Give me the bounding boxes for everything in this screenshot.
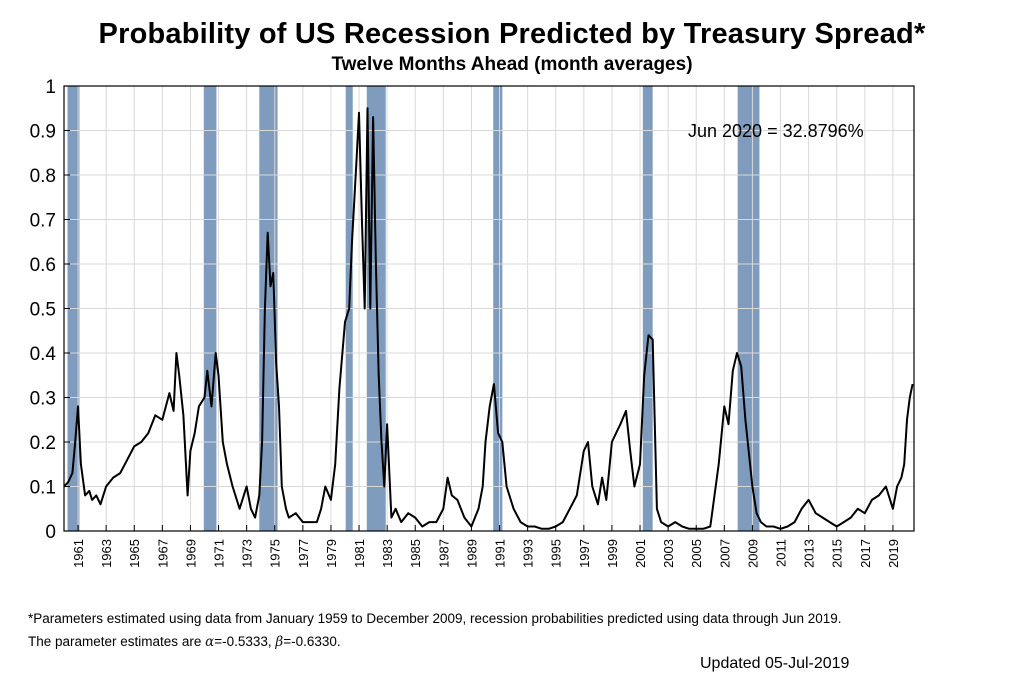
alpha-symbol: α xyxy=(205,634,215,650)
x-tick-label: 1965 xyxy=(127,539,142,568)
y-tick-label: 0.3 xyxy=(30,389,56,410)
y-axis: 0 0.1 0.2 0.3 0.4 0.5 0.6 0.7 0.8 0.9 1 xyxy=(30,77,70,543)
x-axis: 1961 1963 1965 1967 1969 1971 1973 1975 1977 1979… xyxy=(71,525,901,568)
x-tick-label: 1999 xyxy=(605,539,620,568)
updated-date: Updated 05-Jul-2019 xyxy=(700,655,850,672)
x-tick-label: 2001 xyxy=(633,539,648,568)
y-tick-label: 0.5 xyxy=(30,300,56,321)
alpha-value: =-0.5333, xyxy=(214,634,276,649)
x-tick-label: 1991 xyxy=(493,539,508,568)
x-tick-label: 1981 xyxy=(352,539,367,568)
x-tick-label: 1989 xyxy=(464,539,479,568)
y-tick-label: 0 xyxy=(45,522,56,543)
x-tick-label: 2005 xyxy=(689,539,704,568)
x-tick-label: 2013 xyxy=(802,539,817,568)
x-tick-label: 1973 xyxy=(240,539,255,568)
annotation-label: Jun 2020 = 32.8796% xyxy=(688,121,864,141)
series-layer xyxy=(63,107,914,530)
grid-lines xyxy=(64,85,914,532)
x-tick-label: 2007 xyxy=(717,539,732,568)
footnote-line-1: *Parameters estimated using data from Ja… xyxy=(28,611,842,626)
x-tick-label: 1987 xyxy=(436,539,451,568)
y-tick-label: 0.6 xyxy=(30,255,56,276)
x-tick-label: 1993 xyxy=(521,539,536,568)
footnote-line-2: The parameter estimates are α=-0.5333, β… xyxy=(28,634,341,650)
x-tick-label: 1975 xyxy=(268,539,283,568)
x-tick-label: 1983 xyxy=(380,539,395,568)
x-tick-label: 1995 xyxy=(549,539,564,568)
beta-symbol: β xyxy=(275,634,284,650)
x-tick-label: 2011 xyxy=(774,539,789,567)
x-tick-label: 1997 xyxy=(577,539,592,568)
y-tick-label: 0.8 xyxy=(30,166,56,187)
x-tick-label: 1967 xyxy=(155,539,170,568)
y-tick-label: 1 xyxy=(45,77,56,98)
x-tick-label: 1979 xyxy=(324,539,339,568)
y-tick-label: 0.9 xyxy=(30,122,56,143)
y-tick-label: 0.7 xyxy=(30,211,56,232)
x-tick-label: 2017 xyxy=(858,539,873,568)
beta-value: =-0.6330. xyxy=(283,634,341,649)
x-tick-label: 2015 xyxy=(830,539,845,568)
x-tick-label: 1971 xyxy=(212,539,227,568)
y-tick-label: 0.4 xyxy=(30,344,57,365)
x-tick-label: 2009 xyxy=(745,539,760,568)
x-tick-label: 2003 xyxy=(661,539,676,568)
x-tick-label: 1969 xyxy=(183,539,198,568)
x-tick-label: 1977 xyxy=(296,539,311,568)
chart-subtitle: Twelve Months Ahead (month averages) xyxy=(331,54,693,75)
x-tick-label: 1963 xyxy=(99,539,114,568)
x-tick-label: 1985 xyxy=(408,539,423,568)
y-tick-label: 0.2 xyxy=(30,433,56,454)
y-tick-label: 0.1 xyxy=(30,478,56,499)
recession-probability-line xyxy=(63,107,914,530)
x-tick-label: 1961 xyxy=(71,539,86,568)
chart-title: Probability of US Recession Predicted by… xyxy=(98,18,926,50)
x-tick-label: 2019 xyxy=(886,539,901,568)
footnote-prefix: The parameter estimates are xyxy=(28,634,206,649)
